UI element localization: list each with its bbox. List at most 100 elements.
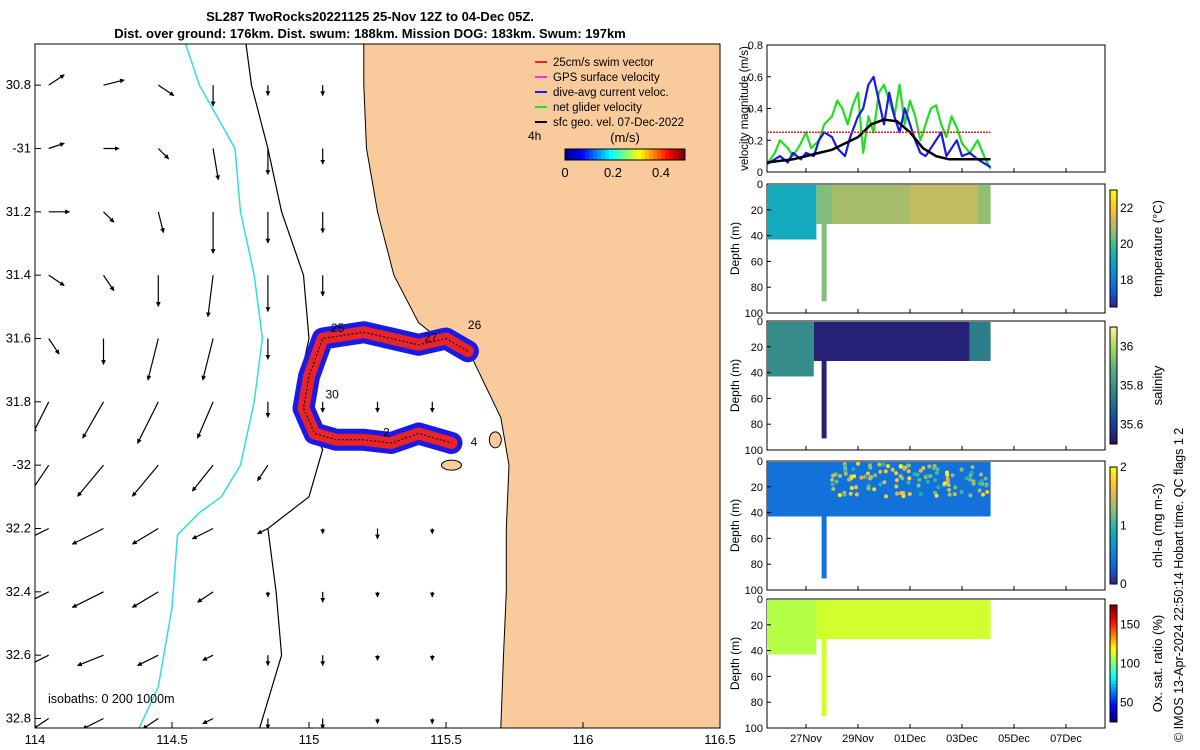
chl-a-section-deep-profile	[821, 499, 827, 579]
chl-a-hotspot	[882, 480, 887, 485]
current-vector-arrow	[48, 274, 65, 287]
salinity-section-colorbar-cell	[1110, 359, 1117, 363]
isobath-legend-label: isobaths: 0 200 1000m	[48, 692, 174, 706]
current-vector-arrow	[257, 464, 269, 482]
salinity-section-colorbar-cell	[1110, 405, 1117, 410]
temperature-section-colorbar-cell	[1110, 248, 1117, 252]
chl-a-hotspot	[906, 480, 911, 485]
oxygen-saturation-section-colorbar-cell	[1110, 613, 1117, 618]
chl-a-section-colorbar-cell	[1110, 531, 1117, 535]
current-vector-arrow	[157, 148, 170, 160]
chl-a-hotspot	[945, 479, 950, 484]
velocity-y-label: velocity magnitude (m/s)	[739, 46, 751, 171]
current-vector-arrow	[131, 527, 159, 545]
chl-a-section-colorbar-cell	[1110, 487, 1117, 491]
chl-a-hotspot	[912, 472, 917, 477]
chl-a-section-colorbar-cell	[1110, 578, 1117, 582]
chl-a-hotspot	[843, 468, 848, 473]
temperature-section-colorbar-cell	[1110, 263, 1117, 267]
chl-a-section-colorbar-cell	[1110, 551, 1117, 556]
temperature-section-colorbar-cell	[1110, 225, 1117, 229]
chl-a-section-colorbar-cell	[1110, 510, 1117, 515]
chl-a-section-colorbar-cell	[1110, 490, 1117, 494]
chl-a-hotspot	[886, 464, 891, 469]
map-y-tick-label: 31.4	[6, 267, 31, 282]
salinity-section-colorbar-cell	[1110, 379, 1117, 384]
chl-a-hotspot	[959, 489, 964, 494]
colorbar-tick-label: 0.2	[604, 165, 622, 180]
salinity-section-segment	[767, 322, 814, 377]
colorbar-cell	[617, 149, 622, 160]
current-vector-arrow	[48, 74, 65, 86]
colorbar-cell	[661, 149, 666, 160]
current-vector-arrow	[48, 142, 65, 150]
velocity-y-tick-label: 0.4	[748, 104, 763, 116]
chl-a-hotspot	[868, 465, 873, 470]
chl-a-hotspot	[873, 473, 878, 478]
legend-label-net: net glider velocity	[553, 102, 642, 114]
map-y-tick-label: 32.4	[6, 584, 31, 599]
colorbar-tick-label: 0.4	[652, 165, 670, 180]
chl-a-section-colorbar-cell	[1110, 563, 1117, 567]
oxygen-saturation-section-colorbar-cell	[1110, 660, 1117, 664]
salinity-section-segment	[969, 322, 991, 361]
chl-a-hotspot	[842, 463, 847, 468]
current-vector-arrow	[35, 401, 50, 434]
current-vector-arrow	[35, 654, 49, 663]
chl-a-section-colorbar-cell	[1110, 469, 1117, 474]
oxygen-saturation-section-colorbar-cell	[1110, 669, 1117, 673]
chl-a-section-colorbar-cell	[1110, 554, 1117, 559]
temperature-section-colorbar-cell	[1110, 268, 1117, 273]
temperature-section-colorbar-cell	[1110, 289, 1117, 293]
time-axis-tick-label: 05Dec	[998, 733, 1030, 745]
chl-a-hotspot	[906, 469, 911, 474]
legend-label-sfc: sfc geo. vel. 07-Dec-2022	[553, 117, 684, 129]
temperature-section-colorbar-cell	[1110, 233, 1117, 238]
chl-a-hotspot	[907, 476, 912, 481]
salinity-section-colorbar-cell	[1110, 329, 1117, 334]
temperature-section-colorbar-cell	[1110, 266, 1117, 270]
oxygen-saturation-section-colorbar-cell	[1110, 648, 1117, 653]
chl-a-hotspot	[898, 474, 903, 479]
legend-label-swim: 25cm/s swim vector	[553, 57, 654, 69]
map-y-tick-label: -32	[12, 457, 31, 472]
chl-a-hotspot	[981, 492, 986, 497]
map-layers	[35, 44, 720, 728]
colorbar-cell	[573, 149, 578, 160]
colorbar-cell	[665, 149, 670, 160]
temperature-section-colorbar-cell	[1110, 283, 1117, 288]
temperature-section-y-tick-label: 60	[751, 256, 763, 268]
current-vector-arrow	[82, 717, 104, 728]
map-y-tick-label: -31	[12, 141, 31, 156]
chl-a-section-colorbar-cell	[1110, 545, 1117, 550]
temperature-section-colorbar-cell	[1110, 236, 1117, 241]
chl-a-section-colorbar-cell	[1110, 572, 1117, 576]
oxygen-saturation-section-colorbar-frame	[1109, 604, 1118, 723]
oxygen-saturation-section-colorbar-cell	[1110, 616, 1117, 621]
chl-a-section-colorbar-cell	[1110, 467, 1117, 471]
chl-a-hotspot	[847, 477, 852, 482]
chl-a-hotspot	[983, 476, 988, 481]
current-vector-arrow	[257, 527, 269, 535]
salinity-section-colorbar-cell	[1110, 327, 1117, 331]
current-vector-arrow	[197, 591, 214, 603]
temperature-section-colorbar-cell	[1110, 251, 1117, 255]
chl-a-hotspot	[947, 492, 952, 497]
oxygen-saturation-section-colorbar-cell	[1110, 710, 1117, 714]
chl-a-hotspot	[906, 463, 911, 468]
salinity-section-colorbar-cell	[1110, 420, 1117, 425]
colorbar-cell	[565, 149, 570, 160]
chl-a-hotspot	[852, 474, 857, 479]
chl-a-hotspot	[964, 476, 969, 481]
velocity-series-net	[766, 83, 992, 170]
colorbar-cell	[589, 149, 594, 160]
oxygen-saturation-section-colorbar-cell	[1110, 637, 1117, 641]
oxygen-saturation-section-colorbar-cell	[1110, 631, 1117, 635]
chl-a-hotspot	[933, 490, 938, 495]
chl-a-hotspot	[864, 474, 869, 479]
chl-a-section-colorbar-cell	[1110, 505, 1117, 509]
chl-a-hotspot	[831, 473, 836, 478]
chl-a-section-colorbar-cell	[1110, 516, 1117, 521]
chl-a-hotspot	[934, 470, 939, 475]
temperature-section-y-tick-label: 100	[745, 308, 763, 320]
